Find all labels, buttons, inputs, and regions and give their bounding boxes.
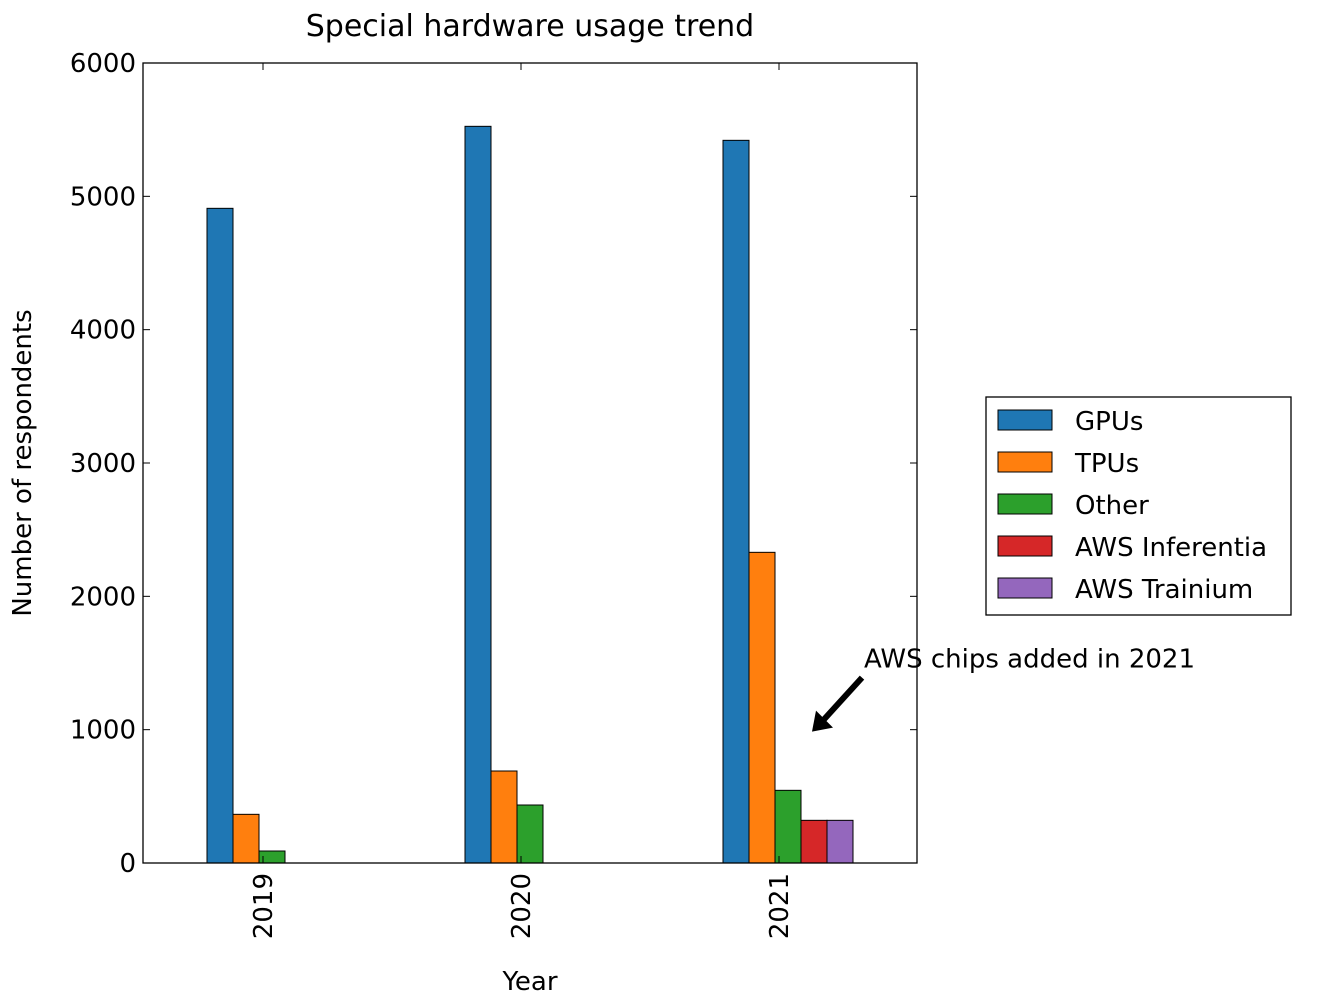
legend-swatch-tpus [997,451,1053,473]
legend: GPUs TPUs Other AWS Inferentia AWS Trainium [985,396,1292,616]
x-axis-label: Year [501,967,557,997]
annotation-arrow-shaft [819,675,865,724]
y-axis-label: Number of respondents [8,309,38,616]
annotation: AWS chips added in 2021 [812,645,1195,732]
legend-swatch-aws-inferentia [997,535,1053,557]
legend-swatch-aws-trainium [997,577,1053,599]
bars [206,125,854,864]
bar-other-2021 [774,789,802,864]
legend-swatch-other [997,493,1053,515]
y-tick-label: 1000 [70,716,136,746]
y-tick-label: 2000 [70,582,136,612]
y-tick-label: 0 [119,849,136,879]
annotation-arrow-head [812,710,833,732]
y-tick-label: 5000 [70,182,136,212]
y-tick-label: 6000 [70,49,136,79]
bar-aws-inferentia-2021 [800,819,828,864]
legend-label-aws-inferentia: AWS Inferentia [1075,533,1267,563]
legend-label-other: Other [1075,491,1149,521]
x-tick-label: 2020 [507,873,537,939]
x-tick-label: 2019 [249,873,279,939]
bar-aws-trainium-2021 [826,819,854,864]
chart-title: Special hardware usage trend [306,9,754,44]
plot-area [142,62,918,864]
bar-gpus-2021 [722,139,750,864]
legend-label-gpus: GPUs [1075,407,1143,437]
legend-label-aws-trainium: AWS Trainium [1075,575,1253,605]
bar-tpus-2019 [232,813,260,864]
bar-gpus-2019 [206,207,234,864]
x-tick-label: 2021 [765,873,795,939]
bar-gpus-2020 [464,125,492,864]
axis-ticks: 0 1000 2000 3000 4000 5000 6000 2019 2020 2021 [70,49,917,939]
legend-swatch-gpus [997,409,1053,431]
legend-label-tpus: TPUs [1074,449,1139,479]
bar-tpus-2021 [748,551,776,864]
y-tick-label: 3000 [70,449,136,479]
bar-other-2020 [516,804,544,864]
y-tick-label: 4000 [70,316,136,346]
bar-tpus-2020 [490,770,518,864]
annotation-text: AWS chips added in 2021 [864,645,1195,675]
